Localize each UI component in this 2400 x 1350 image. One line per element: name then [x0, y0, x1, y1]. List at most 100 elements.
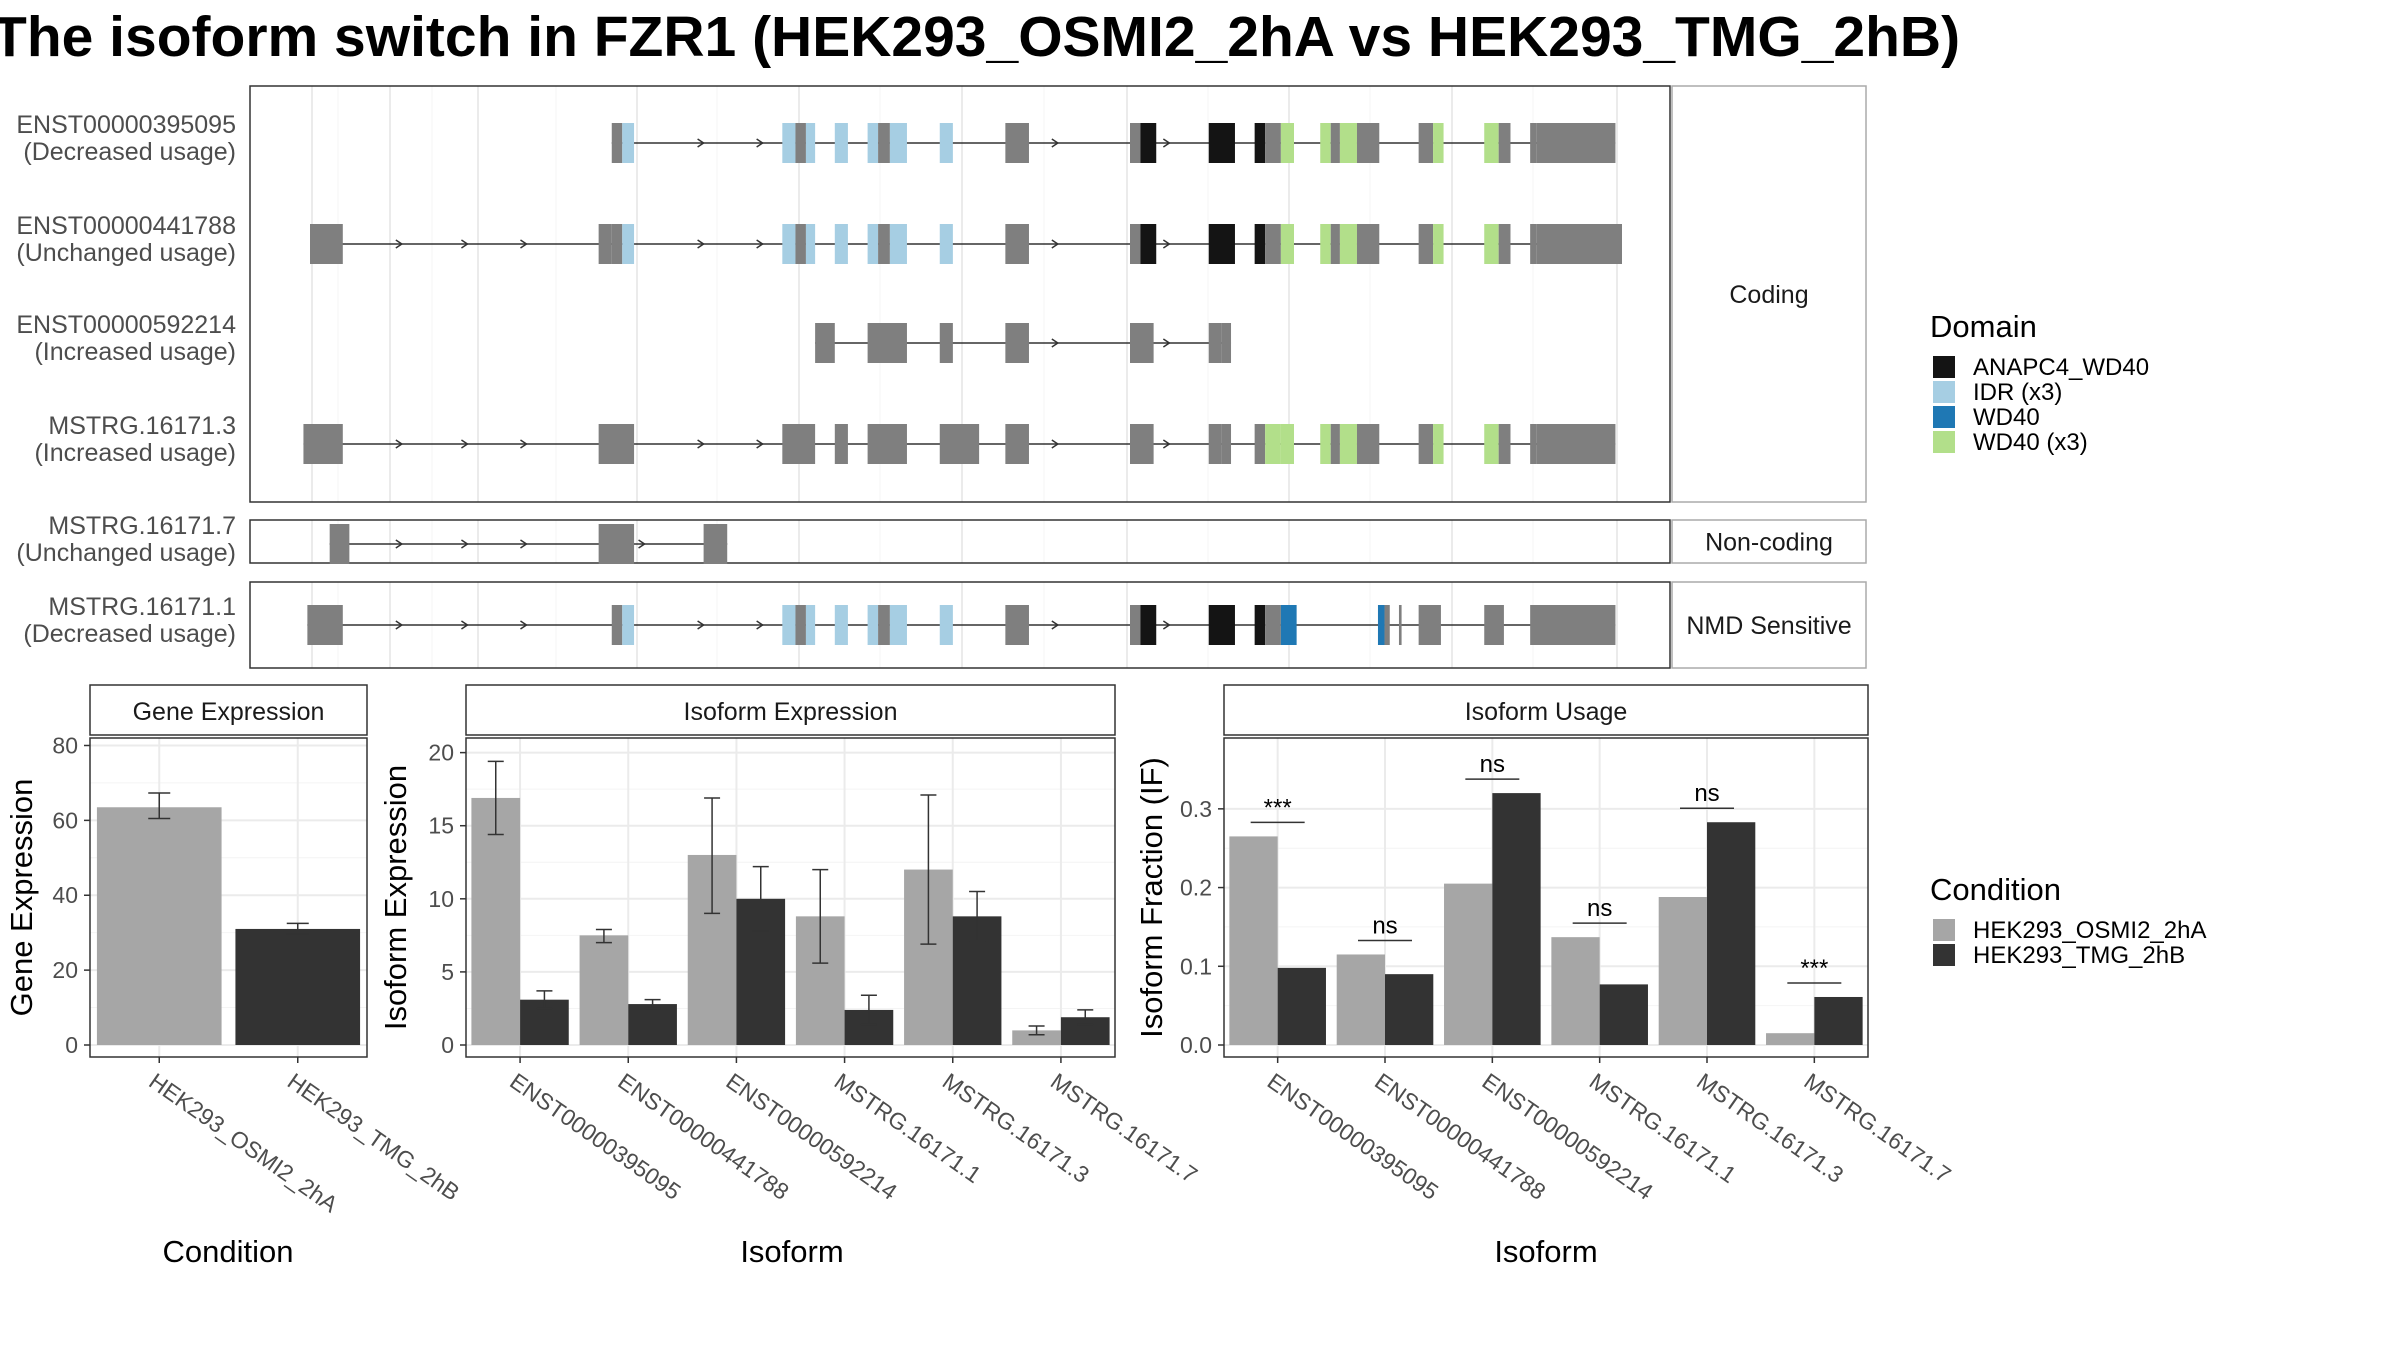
- structure-panel-bg: [250, 520, 1670, 563]
- strand-arrow: [756, 439, 764, 449]
- exon-n: [611, 123, 623, 163]
- bar: [1766, 1033, 1815, 1045]
- bar: [1277, 967, 1326, 1045]
- panel-isoform-expression: Isoform Expression05101520ENST0000039509…: [378, 684, 1202, 1269]
- exon-n: [1356, 123, 1380, 163]
- facet-strip: [1671, 581, 1867, 669]
- y-tick-label: 5: [441, 959, 454, 985]
- structure-panel-border: [249, 519, 1671, 564]
- expression-panels: Gene Expression020406080HEK293_OSMI2_2hA…: [4, 684, 1956, 1269]
- exon-IDR: [622, 605, 635, 645]
- y-tick-label: 0: [65, 1032, 78, 1058]
- exon-WD40_x3: [1280, 123, 1294, 163]
- exon-n: [1130, 424, 1154, 464]
- exon-ANAPC4_WD40: [1208, 605, 1235, 645]
- strand-arrow: [520, 239, 528, 249]
- exon-n: [878, 605, 890, 645]
- exon-n: [1254, 424, 1266, 464]
- transcript-usage-label: (Decreased usage): [23, 138, 236, 166]
- facet-strip: [1671, 519, 1867, 564]
- panel-strip: [465, 684, 1116, 736]
- y-tick-label: 0.2: [1180, 875, 1212, 901]
- exon-WD40_x3: [1320, 224, 1331, 264]
- exon-IDR: [889, 605, 907, 645]
- facet-strip-label: Coding: [1729, 281, 1808, 309]
- strand-arrow: [461, 539, 469, 549]
- y-tick-label: 20: [428, 740, 454, 766]
- x-tick-label: ENST00000395095: [1263, 1068, 1443, 1205]
- exon-n: [1130, 323, 1154, 363]
- y-tick-label: 20: [52, 957, 78, 983]
- panel-isoform-usage: Isoform Usage *** ns ns ns ns *** 0.0 0.1 0.2 0.3 E…: [1134, 684, 1956, 1269]
- exon-WD40_x3: [1339, 424, 1357, 464]
- exon-IDR: [622, 224, 635, 264]
- exon-IDR: [834, 605, 848, 645]
- exon-WD40_x3: [1320, 123, 1331, 163]
- panel-title: Gene Expression: [133, 698, 325, 726]
- exon-IDR: [805, 123, 816, 163]
- transcript-id-label: MSTRG.16171.7: [48, 512, 236, 540]
- exon-n: [1484, 605, 1504, 645]
- exon-n: [1130, 123, 1141, 163]
- strand-arrow: [520, 620, 528, 630]
- exon-IDR: [782, 224, 796, 264]
- legend-key: [1933, 356, 1955, 378]
- significance-label: ns: [1480, 751, 1505, 778]
- exon-n: [1130, 224, 1141, 264]
- transcript-ENST00000395095: ENST00000395095(Decreased usage): [16, 111, 1616, 166]
- exon-WD40_x3: [1484, 424, 1499, 464]
- exon-IDR: [867, 123, 879, 163]
- exon-n: [878, 123, 890, 163]
- exon-WD40_x3: [1280, 424, 1294, 464]
- strand-arrow: [697, 138, 705, 148]
- significance-label: ***: [1800, 955, 1828, 982]
- exon-n: [782, 424, 816, 464]
- exon-n: [598, 424, 635, 464]
- exon-n: [1418, 123, 1434, 163]
- exon-IDR: [889, 224, 907, 264]
- transcript-ENST00000592214: ENST00000592214(Increased usage): [16, 311, 1232, 366]
- transcript-id-label: ENST00000441788: [16, 212, 236, 240]
- exon-ANAPC4_WD40: [1208, 224, 1235, 264]
- transcript-usage-label: (Unchanged usage): [16, 539, 236, 567]
- y-tick-label: 0: [441, 1032, 454, 1058]
- exon-WD40: [1280, 605, 1297, 645]
- panel-title: Isoform Expression: [684, 698, 898, 726]
- exon-n: [1221, 323, 1232, 363]
- exon-IDR: [805, 605, 816, 645]
- strand-arrow: [756, 239, 764, 249]
- exon-n: [1005, 323, 1029, 363]
- bar: [1492, 793, 1541, 1045]
- exon-n: [1265, 123, 1281, 163]
- exon-WD40_x3: [1339, 224, 1357, 264]
- exon-n: [939, 424, 980, 464]
- exon-n: [1005, 605, 1029, 645]
- strand-arrow: [1162, 439, 1171, 449]
- transcript-id-label: MSTRG.16171.3: [48, 412, 236, 440]
- strand-arrow: [395, 239, 404, 249]
- bar: [1385, 974, 1434, 1045]
- strand-arrow: [697, 239, 705, 249]
- panel-strip: [1223, 684, 1869, 736]
- exon-n: [1356, 224, 1380, 264]
- exon-n: [1384, 605, 1390, 645]
- y-tick-label: 0.1: [1180, 953, 1212, 979]
- strand-arrow: [697, 620, 705, 630]
- transcript-MSTRG.16171.1: MSTRG.16171.1(Decreased usage): [23, 593, 1616, 648]
- strand-arrow: [756, 138, 764, 148]
- strand-arrow: [395, 439, 404, 449]
- strand-arrow: [395, 620, 404, 630]
- exon-IDR: [805, 224, 816, 264]
- exon-n: [1005, 424, 1029, 464]
- strand-arrow: [461, 439, 469, 449]
- bar: [628, 1004, 677, 1045]
- exon-IDR: [834, 123, 848, 163]
- strand-arrow: [461, 239, 469, 249]
- strand-arrow: [697, 439, 705, 449]
- strand-arrow: [1162, 338, 1171, 348]
- y-axis-title: Isoform Expression: [378, 765, 413, 1030]
- x-axis-title: Isoform: [1494, 1234, 1597, 1269]
- transcript-usage-label: (Increased usage): [34, 338, 236, 366]
- significance-label: ns: [1372, 912, 1397, 939]
